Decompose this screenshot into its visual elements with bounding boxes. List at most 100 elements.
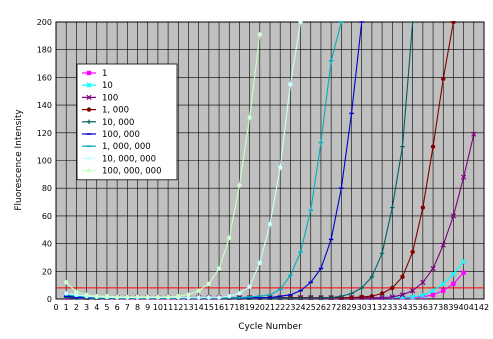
legend-swatch-marker: [86, 168, 92, 173]
x-tick-label: 5: [104, 303, 109, 312]
data-point: [63, 291, 69, 296]
data-point: [440, 242, 446, 248]
data-point: [420, 292, 426, 299]
data-point: [298, 295, 303, 300]
y-tick-label: 120: [37, 129, 52, 138]
data-point: [440, 281, 446, 287]
legend-entry: 1: [102, 69, 107, 79]
data-point: [196, 295, 201, 300]
data-point: [135, 294, 140, 300]
x-tick-label: 34: [397, 303, 407, 312]
x-tick-label: 28: [336, 303, 346, 312]
data-point: [155, 294, 161, 300]
x-tick-label: 33: [387, 303, 397, 312]
data-point: [114, 294, 120, 300]
data-point: [430, 288, 436, 294]
y-tick-label: 160: [37, 73, 52, 82]
data-point: [410, 21, 415, 25]
x-tick-label: 12: [173, 303, 183, 312]
y-tick-label: 200: [37, 18, 52, 27]
x-tick-label: 26: [316, 303, 326, 312]
data-point: [237, 183, 242, 188]
data-point: [471, 131, 477, 137]
data-point: [257, 32, 263, 37]
data-point: [410, 288, 416, 294]
data-point: [390, 285, 395, 291]
x-tick-label: 16: [214, 303, 224, 312]
data-point: [420, 205, 426, 210]
data-point: [257, 260, 263, 266]
data-point: [328, 295, 334, 300]
legend-entry: 10, 000, 000: [102, 154, 156, 164]
x-tick-label: 25: [306, 303, 316, 312]
data-point: [74, 289, 79, 295]
data-point: [451, 21, 456, 25]
data-point: [277, 165, 283, 170]
data-point: [196, 288, 201, 293]
data-point: [441, 76, 446, 81]
y-axis-label: Fluorescence Intensity: [14, 109, 24, 211]
data-point: [430, 292, 436, 298]
legend-swatch-marker: [86, 70, 92, 76]
data-point: [339, 294, 344, 299]
data-point: [216, 295, 222, 300]
data-point: [247, 115, 252, 120]
data-point: [318, 295, 324, 300]
data-point: [94, 294, 99, 299]
x-tick-label: 2: [74, 303, 79, 312]
data-point: [379, 294, 385, 300]
data-point: [298, 21, 303, 25]
x-tick-label: 42: [479, 303, 489, 312]
legend-entry: 100, 000, 000: [102, 167, 161, 177]
data-point: [379, 291, 385, 296]
data-point: [288, 82, 293, 87]
y-tick-label: 180: [37, 46, 52, 55]
legend-entry: 100, 000: [102, 130, 140, 140]
legend-entry: 1, 000: [102, 106, 129, 116]
series-lines: [63, 21, 477, 300]
data-point: [308, 295, 313, 300]
data-point: [227, 235, 232, 241]
data-point: [460, 174, 467, 180]
data-point: [206, 295, 212, 300]
data-point: [216, 266, 222, 271]
x-tick-label: 31: [367, 303, 377, 312]
data-point: [410, 294, 416, 300]
data-point: [63, 280, 69, 285]
data-point: [104, 294, 110, 299]
x-tick-label: 40: [459, 303, 469, 312]
x-tick-label: 6: [115, 303, 120, 312]
x-tick-label: 7: [125, 303, 130, 312]
x-tick-label: 8: [135, 303, 140, 312]
data-point: [349, 291, 354, 296]
data-point: [186, 292, 191, 298]
data-point: [84, 292, 89, 298]
x-tick-label: 30: [357, 303, 367, 312]
legend-entry: 1, 000, 000: [102, 142, 151, 152]
x-tick-label: 17: [224, 303, 234, 312]
legend-swatch-marker: [86, 82, 92, 88]
data-point: [359, 285, 364, 291]
x-tick-label: 24: [295, 303, 305, 312]
data-point: [461, 259, 467, 265]
x-tick-label: 29: [346, 303, 356, 312]
x-tick-label: 15: [204, 303, 214, 312]
x-tick-label: 37: [428, 303, 438, 312]
x-tick-label: 35: [408, 303, 418, 312]
x-tick-label: 9: [145, 303, 150, 312]
data-point: [450, 271, 456, 277]
data-point: [369, 274, 375, 280]
x-tick-label: 3: [84, 303, 89, 312]
y-tick-label: 140: [37, 101, 52, 110]
legend-swatch-marker: [86, 107, 92, 112]
data-point: [237, 291, 242, 296]
x-tick-label: 20: [255, 303, 265, 312]
x-tick-label: 4: [94, 303, 99, 312]
data-point: [390, 205, 395, 210]
x-tick-label: 38: [438, 303, 448, 312]
data-point: [430, 265, 436, 272]
x-tick-label: 13: [183, 303, 193, 312]
data-point: [227, 294, 232, 299]
